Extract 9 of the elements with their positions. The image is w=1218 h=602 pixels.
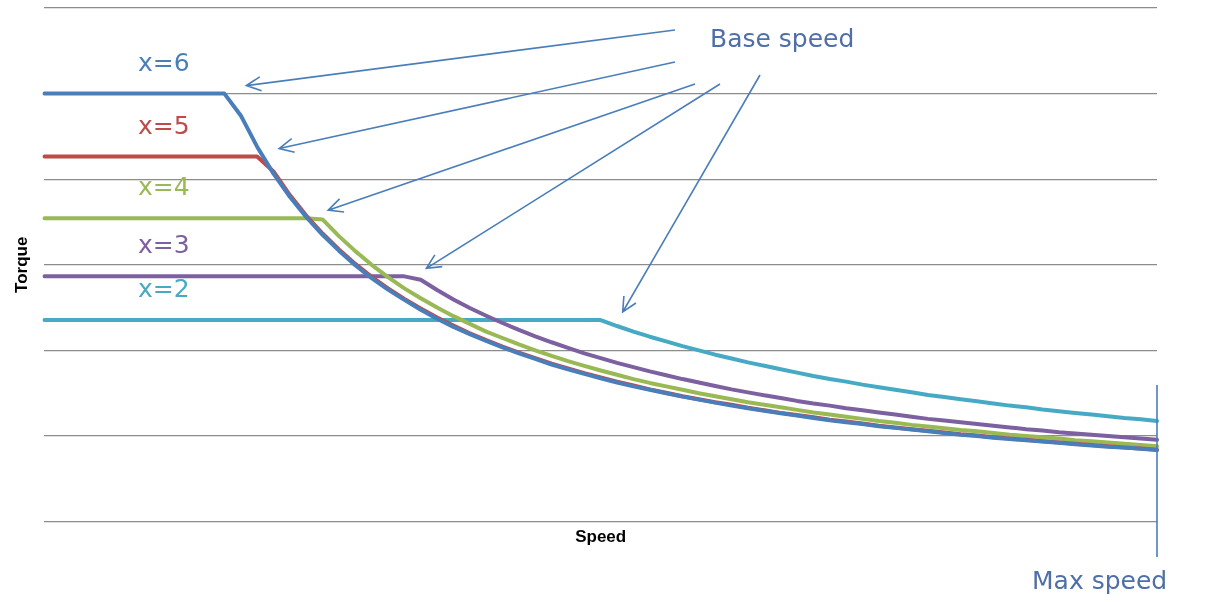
series-label: x=6 bbox=[138, 47, 190, 77]
series-label: x=4 bbox=[138, 172, 190, 202]
y-axis-title: Torque bbox=[11, 236, 31, 293]
series-label: x=5 bbox=[138, 110, 190, 140]
text: Max speed bbox=[1032, 566, 1168, 595]
series-label: x=2 bbox=[138, 274, 190, 304]
series-label: x=3 bbox=[138, 230, 190, 260]
text: Base speed bbox=[710, 24, 855, 53]
x-axis-title: Speed bbox=[575, 527, 627, 547]
